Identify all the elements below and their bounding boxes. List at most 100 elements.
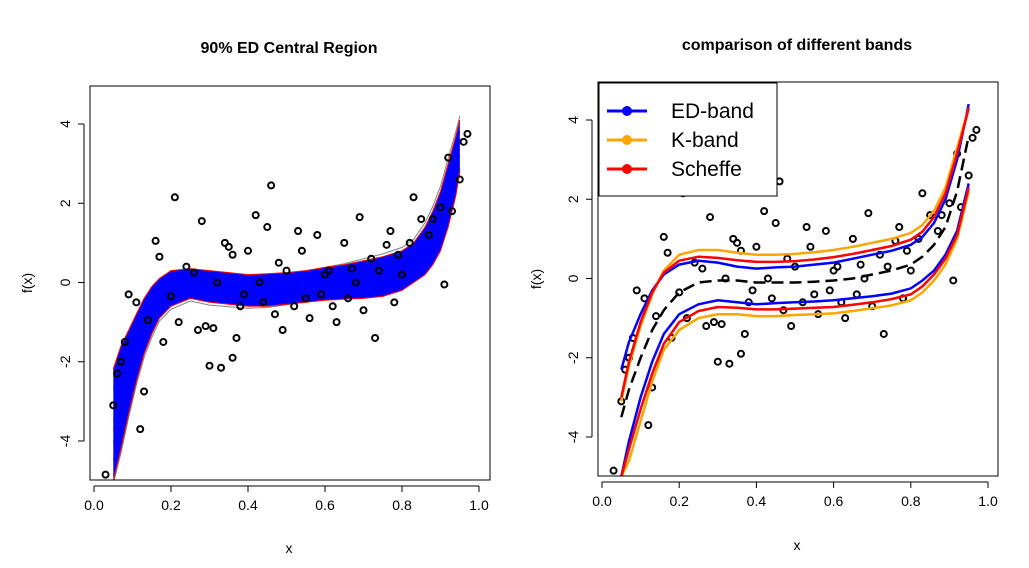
right-data-point [821, 226, 830, 235]
left-data-point [274, 258, 283, 267]
left-data-point [324, 266, 333, 275]
right-y-tick-label: -2 [565, 351, 581, 364]
legend-label: Scheffe [671, 158, 742, 181]
left-data-point [182, 262, 191, 271]
right-data-point [675, 288, 684, 297]
right-edband-lower-line [620, 183, 970, 476]
right-data-point [972, 125, 981, 134]
left-data-point [228, 250, 237, 259]
right-x-tick-label: 0.8 [901, 493, 921, 509]
left-data-point [213, 278, 222, 287]
y-axis-label-right: f(x) [528, 269, 544, 289]
left-data-point [101, 470, 110, 479]
right-x-tick-label: 1.0 [978, 493, 998, 509]
right-data-point [748, 286, 757, 295]
right-data-point [644, 421, 653, 430]
left-x-tick-label: 1.0 [469, 497, 489, 513]
left-data-point [174, 318, 183, 327]
left-data-point [424, 230, 433, 239]
right-mean-curve [620, 135, 970, 418]
left-data-point [332, 318, 341, 327]
right-x-tick-label: 0.0 [592, 493, 612, 509]
right-data-point [740, 329, 749, 338]
right-data-point [733, 238, 742, 247]
left-data-point [109, 401, 118, 410]
y-axis-left: -4 -2 0 2 4 [57, 120, 85, 448]
left-data-point [136, 425, 145, 434]
left-data-point [382, 240, 391, 249]
left-data-point [409, 193, 418, 202]
legend-marker [622, 106, 632, 116]
right-y-tick-label: 4 [565, 116, 581, 124]
left-sample-curve [112, 167, 461, 476]
left-data-point [193, 326, 202, 335]
legend-label: K-band [671, 129, 739, 152]
left-data-point [236, 302, 245, 311]
left-data-point [455, 175, 464, 184]
left-data-point [440, 280, 449, 289]
left-x-tick-label: 0.6 [315, 497, 335, 513]
left-data-point [347, 264, 356, 273]
right-data-point [926, 211, 935, 220]
right-data-point [652, 312, 661, 321]
x-axis-label-left: x [286, 540, 293, 556]
chart-panel-right: comparison of different bands 0.0 0.2 0.4 0… [528, 37, 999, 553]
left-data-point [132, 298, 141, 307]
right-data-point [698, 264, 707, 273]
left-data-point [116, 357, 125, 366]
left-data-point [340, 238, 349, 247]
right-data-point [968, 133, 977, 142]
right-data-point [945, 199, 954, 208]
left-data-point [463, 129, 472, 138]
right-data-point [810, 290, 819, 299]
left-data-point [120, 337, 129, 346]
right-x-tick-label: 0.6 [824, 493, 844, 509]
left-data-point [290, 302, 299, 311]
right-data-point [895, 222, 904, 231]
left-data-point [140, 387, 149, 396]
left-data-point [405, 238, 414, 247]
right-y-tick-label: 2 [565, 195, 581, 203]
right-scheffe-lower-line [620, 187, 970, 476]
left-data-point [305, 314, 314, 323]
left-data-point [197, 217, 206, 226]
left-data-point [355, 213, 364, 222]
right-data-point [717, 320, 726, 329]
right-kband-lower-line [620, 191, 970, 476]
left-data-point [297, 246, 306, 255]
left-data-point [390, 298, 399, 307]
left-y-tick-label: -4 [57, 435, 73, 448]
left-data-point [328, 302, 337, 311]
plot-frame-left [89, 85, 491, 481]
left-data-point [371, 333, 380, 342]
left-data-point [417, 215, 426, 224]
left-data-point [124, 290, 133, 299]
right-x-tick-label: 0.2 [669, 493, 689, 509]
right-y-tick-label: -4 [565, 431, 581, 444]
left-data-point [167, 292, 175, 301]
right-data-point [767, 294, 776, 303]
right-data-point [802, 222, 811, 231]
legend: ED-band K-band Scheffe [598, 82, 778, 197]
right-data-point [825, 286, 834, 295]
right-data-point [609, 466, 618, 475]
left-band-lower-border [112, 171, 461, 480]
left-data-point [170, 193, 179, 202]
left-data-point [224, 242, 233, 251]
left-data-point [201, 322, 210, 331]
right-data-point [949, 276, 958, 285]
left-data-point [282, 266, 291, 275]
right-data-point [879, 329, 888, 338]
right-data-point [752, 242, 761, 251]
legend-marker [622, 135, 632, 145]
right-data-point [709, 318, 718, 327]
right-data-point [864, 209, 873, 218]
right-data-point [841, 314, 850, 323]
left-data-point [278, 326, 287, 335]
left-data-point [228, 353, 237, 362]
left-data-point [448, 207, 457, 216]
plot-frame-right [597, 81, 999, 477]
left-data-point [386, 226, 395, 235]
left-data-point [205, 361, 214, 370]
left-data-point [251, 211, 260, 220]
